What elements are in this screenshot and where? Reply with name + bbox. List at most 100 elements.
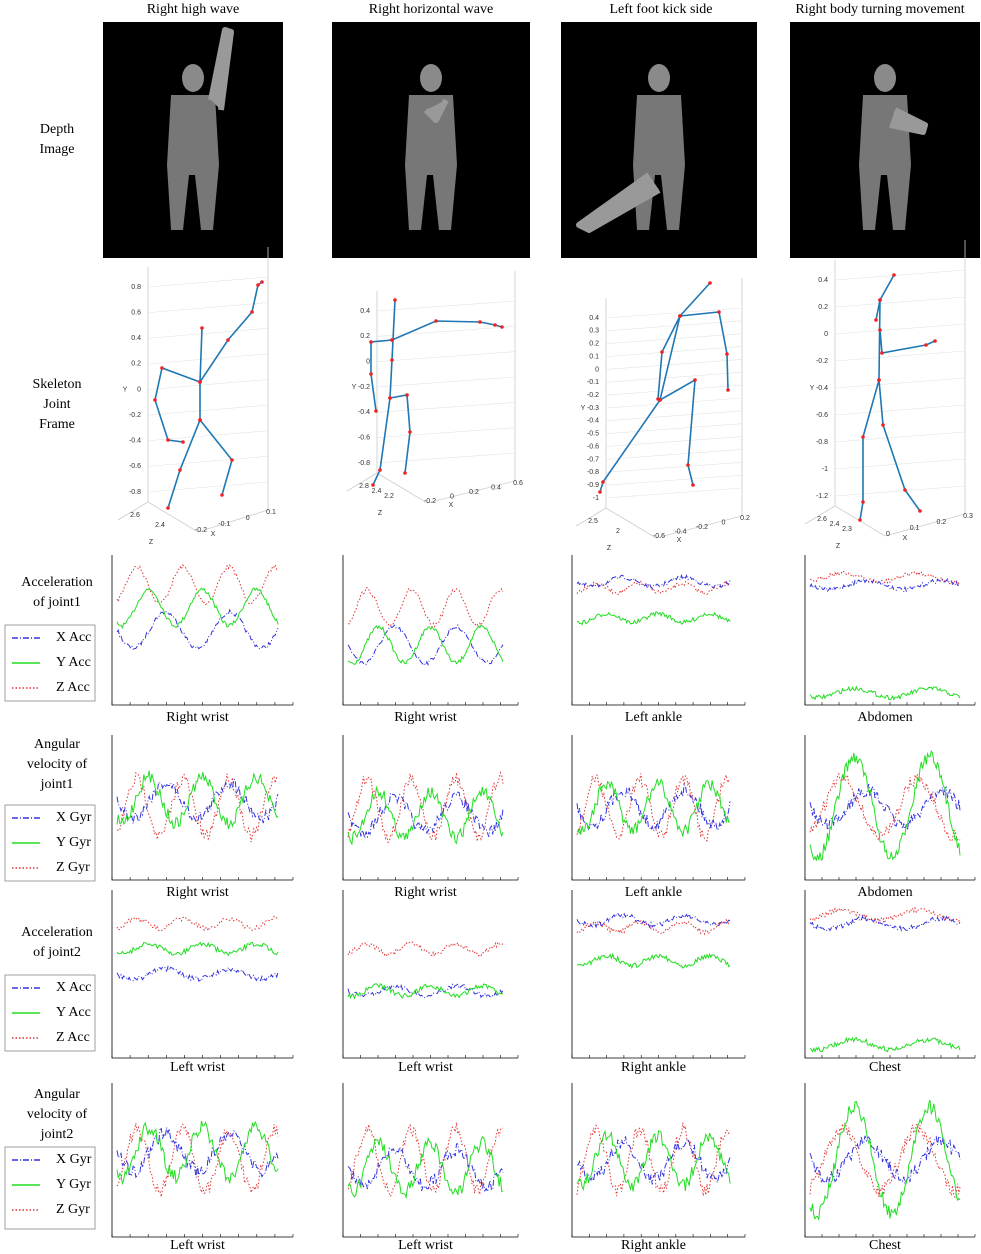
skeleton-joint [858, 518, 862, 522]
skeleton-joint [371, 483, 375, 487]
plot-axes [342, 1083, 518, 1238]
skeleton-joint [708, 281, 712, 285]
y-tick-label: -0.8 [587, 469, 599, 476]
signal-curve [116, 770, 279, 830]
grid-line [605, 346, 743, 357]
skeleton-joint [408, 430, 412, 434]
row-label: Joint [43, 397, 70, 412]
z-tick-label: 2.8 [359, 483, 369, 490]
z-tick-label: 2.3 [842, 526, 852, 533]
column-title: Right high wave [147, 2, 240, 17]
joint-label: Right ankle [621, 1238, 686, 1253]
signal-curve [116, 915, 279, 933]
grid-line [147, 327, 269, 339]
skeleton-joint [226, 338, 230, 342]
x-tick-label: 0.4 [491, 484, 501, 491]
z-tick-label: 2.2 [384, 493, 394, 500]
y-tick-label: -0.2 [129, 412, 141, 419]
skeleton-joint [878, 298, 882, 302]
signal-curve [576, 773, 731, 842]
y-tick-label: -0.8 [816, 439, 828, 446]
grid-line [605, 461, 743, 473]
skeleton-joint [160, 366, 164, 370]
signal-curve [576, 573, 731, 590]
grid-line [605, 436, 743, 447]
grid-line [147, 481, 269, 493]
y-axis-label: Y [123, 386, 128, 393]
x-tick-label: 0.6 [513, 480, 523, 487]
plot-axes [342, 735, 518, 881]
signal-curve [809, 914, 961, 932]
x-tick-label: 0.2 [740, 515, 750, 522]
grid-line [834, 458, 966, 470]
row-label: Angular [34, 737, 80, 752]
signal-curve [809, 750, 961, 862]
y-tick-label: 0 [137, 386, 141, 393]
signal-curve [576, 1136, 731, 1185]
joint-label: Left ankle [625, 885, 682, 900]
plot-axes [571, 555, 745, 706]
y-tick-label: -0.4 [587, 418, 599, 425]
y-tick-label: -1 [822, 466, 828, 473]
y-tick-label: -0.6 [358, 435, 370, 442]
signal-curve [347, 982, 504, 999]
signal-curve [809, 1122, 961, 1199]
skeleton-joint [933, 339, 937, 343]
grid-line [605, 449, 743, 460]
x-tick-label: -0.4 [674, 528, 686, 535]
row-label: joint1 [40, 777, 74, 792]
skeleton-joint [892, 273, 896, 277]
plot-axes [342, 890, 518, 1059]
signal-curve [116, 941, 279, 957]
grid-line [147, 404, 269, 416]
joint-label: Left wrist [170, 1238, 225, 1253]
x-tick-label: 0 [886, 531, 890, 538]
signal-curve [576, 611, 731, 626]
grid-line [147, 353, 269, 365]
skeleton-joint [403, 471, 407, 475]
grid-line [376, 402, 516, 413]
silhouette-head [648, 64, 670, 92]
signal-curve [809, 906, 961, 924]
z-axis-label: Z [836, 543, 841, 550]
x-tick-label: 0.1 [266, 509, 276, 516]
grid-line [834, 485, 966, 497]
y-tick-label: 0.2 [131, 361, 141, 368]
y-tick-label: 0.6 [131, 309, 141, 316]
row-label: Image [40, 142, 75, 157]
grid-line [605, 384, 743, 396]
z-axis-label: Z [378, 510, 383, 517]
silhouette-limb [576, 172, 661, 233]
y-tick-label: -0.4 [129, 438, 141, 445]
y-tick-label: 0.1 [589, 353, 599, 360]
grid-line [147, 379, 269, 390]
signal-curve [116, 778, 279, 825]
grid-line [147, 302, 269, 313]
skeleton-joint [500, 325, 504, 329]
skeleton-joint [717, 310, 721, 314]
row-label: Frame [39, 417, 75, 432]
z-tick-label: 2.4 [155, 522, 165, 529]
signal-curve [347, 983, 504, 1000]
row-label: Acceleration [21, 575, 93, 590]
signal-curve [809, 1036, 961, 1053]
skeleton-joint [861, 435, 865, 439]
legend-label: X Gyr [56, 1152, 92, 1167]
row-label: of joint1 [33, 595, 81, 610]
skeleton-joint [601, 480, 605, 484]
legend-label: Y Gyr [56, 835, 91, 850]
joint-label: Right wrist [166, 885, 229, 900]
y-tick-label: 0.3 [589, 328, 599, 335]
plot-axes [804, 555, 975, 706]
plot-axes [571, 735, 745, 881]
y-tick-label: 0.2 [360, 333, 370, 340]
grid-line [376, 326, 516, 337]
y-tick-label: -0.2 [358, 384, 370, 391]
skeleton-joint [678, 314, 682, 318]
row-label: joint2 [40, 1127, 74, 1142]
x-tick-label: 0 [722, 519, 726, 526]
skeleton-joint [656, 397, 660, 401]
x-tick-label: 0 [450, 493, 454, 500]
x-tick-label: 0.1 [910, 525, 920, 532]
